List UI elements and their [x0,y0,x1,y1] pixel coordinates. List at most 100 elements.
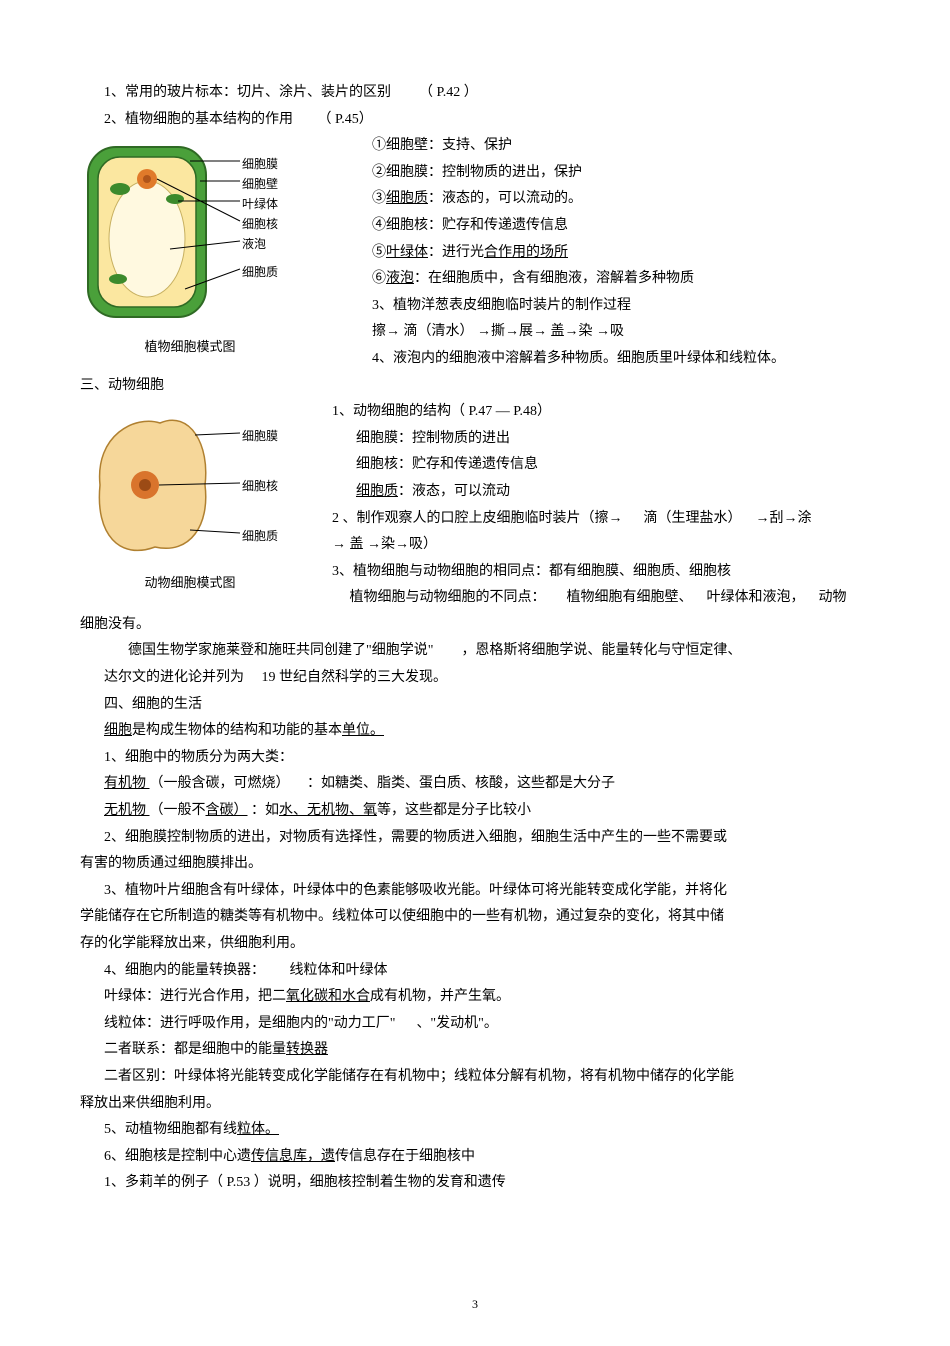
top-line-1: 1、常用的玻片标本：切片、涂片、装片的区别 （ P.42 ） [80,80,870,107]
t: →刮→涂 [756,511,812,526]
u: 液泡 [386,271,414,286]
u: 水、无机物、氧 [279,803,377,818]
t: ⑥ [372,271,386,286]
p17: 二者联系：都是细胞中的能量转换器 [80,1037,870,1064]
t: 达尔文的进化论并列为 [104,670,244,685]
p5: 细胞是构成生物体的结构和功能的基本单位。 [80,718,870,745]
plant-l1: ①细胞壁：支持、保护 [372,133,870,160]
p21: 6、细胞核是控制中心遗传信息库，遗传信息存在于细胞核中 [80,1144,870,1171]
u: 细胞质 [356,484,398,499]
p1: 细胞没有。 [80,612,870,639]
t: ：液态，可以流动 [398,484,510,499]
t: 植物细胞与动物细胞的不同点： [350,590,546,605]
u: 粒体。 [237,1122,279,1137]
t: （一般含碳，可燃烧） [150,776,290,791]
t: ：进行光 [428,245,484,260]
u: 单位。 [342,723,384,738]
t: 叶绿体：进行光合作用，把二 [104,989,286,1004]
u: 合作用的场所 [484,245,568,260]
u: 无机物 [104,803,150,818]
t: ：液态的，可以流动的。 [428,191,582,206]
animal-l8: 植物细胞与动物细胞的不同点： 植物细胞有细胞壁、 叶绿体和液泡， 动物 [332,585,870,612]
t: 植物细胞有细胞壁、 [567,590,693,605]
u: 细胞质 [386,191,428,206]
u: 叶绿体 [386,245,428,260]
t: 是构成生物体的结构和功能的基本 [132,723,342,738]
t: ：在细胞质中，含有细胞液，溶解着多种物质 [414,271,694,286]
t: 成有机物，并产生氧。 [370,989,510,1004]
t: ：如糖类、脂类、蛋白质、核酸，这些都是大分子 [307,776,615,791]
t: 4、细胞内的能量转换器： [104,963,265,978]
p9: 2、细胞膜控制物质的进出，对物质有选择性，需要的物质进入细胞，细胞生活中产生的一… [80,825,870,852]
p6: 1、细胞中的物质分为两大类： [80,745,870,772]
plant-diagram: 细胞膜 细胞壁 叶绿体 细胞核 液泡 细胞质 [80,139,300,329]
animal-text-col: 1、动物细胞的结构（ P.47 — P.48） 细胞膜：控制物质的进出 细胞核：… [312,399,870,612]
p7: 有机物 （一般含碳，可燃烧） ：如糖类、脂类、蛋白质、核酸，这些都是大分子 [80,771,870,798]
t: 6、细胞核是控制中心遗 [104,1149,251,1164]
text: 1、常用的玻片标本：切片、涂片、装片的区别 [104,85,391,100]
t: 19 世纪自然科学的三大发现。 [262,670,448,685]
u: 有机物 [104,776,150,791]
plant-l7: 3、植物洋葱表皮细胞临时装片的制作过程 [372,293,870,320]
t: 5、动植物细胞都有线 [104,1122,237,1137]
p14: 4、细胞内的能量转换器： 线粒体和叶绿体 [80,958,870,985]
plant-l8: 擦→ 滴（清水） →撕→展→ 盖→染 →吸 [372,319,870,346]
animal-l5: 2 、制作观察人的口腔上皮细胞临时装片（擦→ 滴（生理盐水） →刮→涂 [332,506,870,533]
animal-l6: → 盖 →染→吸） [332,532,870,559]
page: 1、常用的玻片标本：切片、涂片、装片的区别 （ P.42 ） 2、植物细胞的基本… [0,0,950,1346]
plant-l6: ⑥液泡：在细胞质中，含有细胞液，溶解着多种物质 [372,266,870,293]
u: 氧化碳和水合 [286,989,370,1004]
p20: 5、动植物细胞都有线粒体。 [80,1117,870,1144]
ref: （ P.45） [318,112,373,127]
page-number: 3 [0,1293,950,1316]
animal-diagram-col: 细胞膜 细胞核 细胞质 动物细胞模式图 [80,399,312,596]
t: ：如 [248,803,280,818]
label-vacuole: 液泡 [242,233,266,256]
animal-caption: 动物细胞模式图 [80,571,300,596]
ref: （ P.42 ） [419,85,478,100]
top-line-2: 2、植物细胞的基本结构的作用 （ P.45） [80,107,870,134]
p2: 德国生物学家施莱登和施旺共同创建了"细胞学说" ，恩格斯将细胞学说、能量转化与守… [80,638,870,665]
p3: 达尔文的进化论并列为 19 世纪自然科学的三大发现。 [80,665,870,692]
animal-l1: 1、动物细胞的结构（ P.47 — P.48） [332,399,870,426]
t: （一般不 [150,803,206,818]
animal-l3: 细胞核：贮存和传递遗传信息 [332,452,870,479]
t: 2 、制作观察人的口腔上皮细胞临时装片（擦→ [332,511,623,526]
animal-cell-row: 细胞膜 细胞核 细胞质 动物细胞模式图 1、动物细胞的结构（ P.47 — P.… [80,399,870,612]
p16: 线粒体：进行呼吸作用，是细胞内的"动力工厂" 、"发动机"。 [80,1011,870,1038]
h4: 四、细胞的生活 [80,692,870,719]
plant-diagram-col: 细胞膜 细胞壁 叶绿体 细胞核 液泡 细胞质 植物细胞模式图 [80,133,312,360]
text: 2、植物细胞的基本结构的作用 [104,112,293,127]
plant-caption: 植物细胞模式图 [80,335,300,360]
u: 转换器 [286,1042,328,1057]
t: 二者联系：都是细胞中的能量 [104,1042,286,1057]
plant-l2: ②细胞膜：控制物质的进出，保护 [372,160,870,187]
animal-diagram: 细胞膜 细胞核 细胞质 [80,405,300,565]
label-nucleus: 细胞核 [242,475,278,498]
t: 德国生物学家施莱登和施旺共同创建了"细胞学说" [128,643,433,658]
t: 滴（生理盐水） [644,511,742,526]
u: 含碳） [206,803,248,818]
t: 叶绿体和液泡， [707,590,805,605]
p18: 二者区别：叶绿体将光能转变成化学能储存在有机物中；线粒体分解有机物，将有机物中储… [80,1064,870,1091]
animal-l2: 细胞膜：控制物质的进出 [332,426,870,453]
t: 线粒体：进行呼吸作用，是细胞内的"动力工厂" [104,1016,395,1031]
u: 细胞 [104,723,132,738]
plant-text-col: ①细胞壁：支持、保护 ②细胞膜：控制物质的进出，保护 ③细胞质：液态的，可以流动… [312,133,870,372]
p19: 释放出来供细胞利用。 [80,1091,870,1118]
plant-l9: 4、液泡内的细胞液中溶解着多种物质。细胞质里叶绿体和线粒体。 [372,346,870,373]
animal-l7: 3、植物细胞与动物细胞的相同点：都有细胞膜、细胞质、细胞核 [332,559,870,586]
t: ，恩格斯将细胞学说、能量转化与守恒定律、 [461,643,741,658]
p10: 有害的物质通过细胞膜排出。 [80,851,870,878]
p22: 1、多莉羊的例子（ P.53 ）说明，细胞核控制着生物的发育和遗传 [80,1170,870,1197]
t: ③ [372,191,386,206]
plant-cell-row: 细胞膜 细胞壁 叶绿体 细胞核 液泡 细胞质 植物细胞模式图 ①细胞壁：支持、保… [80,133,870,372]
t: 、"发动机"。 [416,1016,497,1031]
label-cytoplasm: 细胞质 [242,261,278,284]
plant-l3: ③细胞质：液态的，可以流动的。 [372,186,870,213]
p12: 学能储存在它所制造的糖类等有机物中。线粒体可以使细胞中的一些有机物，通过复杂的变… [80,904,870,931]
plant-l5: ⑤叶绿体：进行光合作用的场所 [372,240,870,267]
t: ⑤ [372,245,386,260]
u: 传信息库，遗 [251,1149,335,1164]
p8: 无机物 （一般不含碳） ：如水、无机物、氧等，这些都是分子比较小 [80,798,870,825]
